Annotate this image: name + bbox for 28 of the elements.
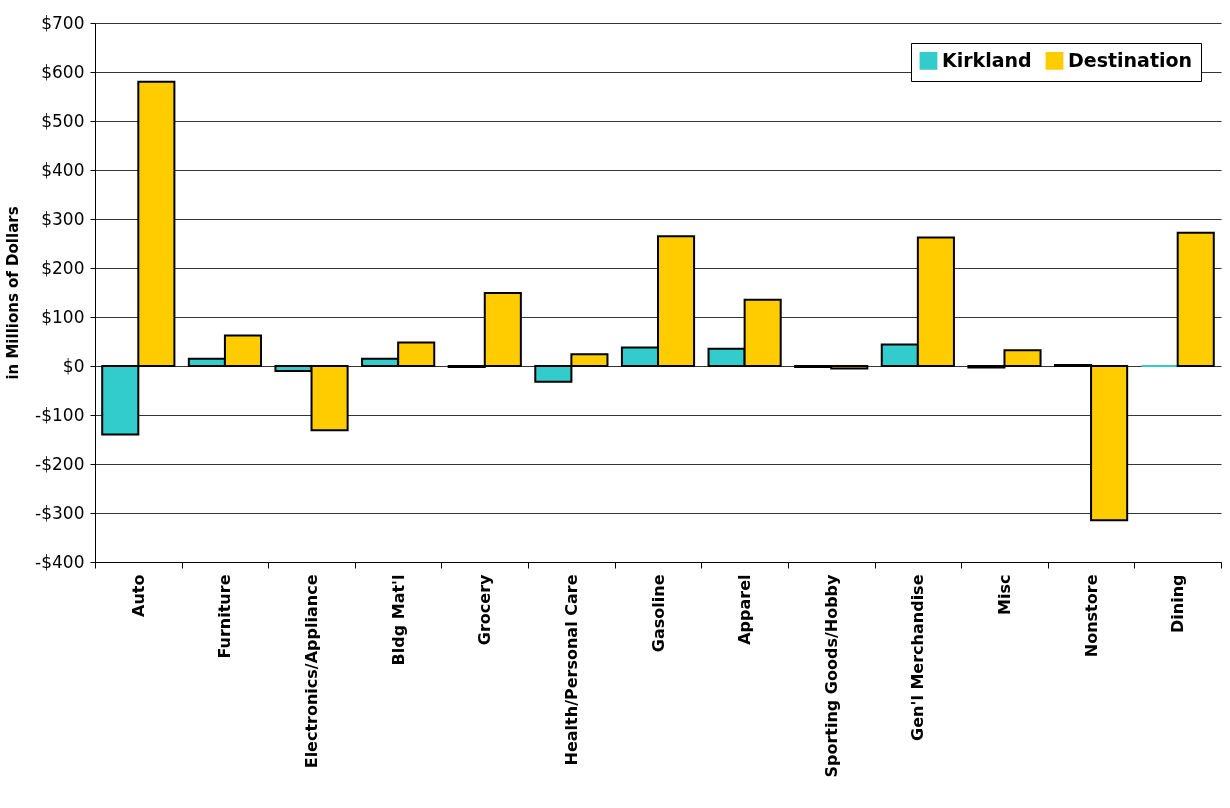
legend-label: Kirkland xyxy=(942,48,1032,71)
y-tick-label: $700 xyxy=(41,12,85,33)
x-tick-label: Grocery xyxy=(475,573,495,646)
legend-label: Destination xyxy=(1068,48,1193,71)
x-tick-label: Dining xyxy=(1168,574,1188,633)
y-tick-label: $100 xyxy=(41,306,85,327)
y-tick-label: $600 xyxy=(41,61,85,82)
y-tick-label: -$100 xyxy=(35,404,85,425)
x-tick-label: Gen'l Merchandise xyxy=(908,574,928,741)
x-tick-label: Apparel xyxy=(735,574,755,645)
x-tick-label: Furniture xyxy=(215,574,235,659)
y-tick-label: $0 xyxy=(62,355,85,376)
y-tick-label: $200 xyxy=(41,257,85,278)
x-tick-label: Auto xyxy=(128,574,148,617)
y-tick-label: $400 xyxy=(41,159,85,180)
y-axis-title: in Millions of Dollars xyxy=(4,206,23,380)
x-tick-label: Health/Personal Care xyxy=(561,574,581,766)
y-tick-label: -$300 xyxy=(35,502,85,523)
x-tick-label: Bldg Mat'l xyxy=(388,574,408,666)
y-tick-label: $300 xyxy=(41,208,85,229)
x-tick-label: Sporting Goods/Hobby xyxy=(821,573,841,778)
y-tick-label: -$400 xyxy=(35,551,85,572)
x-tick-label: Electronics/Appliance xyxy=(302,574,322,769)
x-tick-label: Gasoline xyxy=(648,574,668,653)
x-tick-label: Misc xyxy=(994,574,1014,615)
y-tick-label: $500 xyxy=(41,110,85,131)
x-tick-label: Nonstore xyxy=(1081,574,1101,658)
y-tick-label: -$200 xyxy=(35,453,85,474)
